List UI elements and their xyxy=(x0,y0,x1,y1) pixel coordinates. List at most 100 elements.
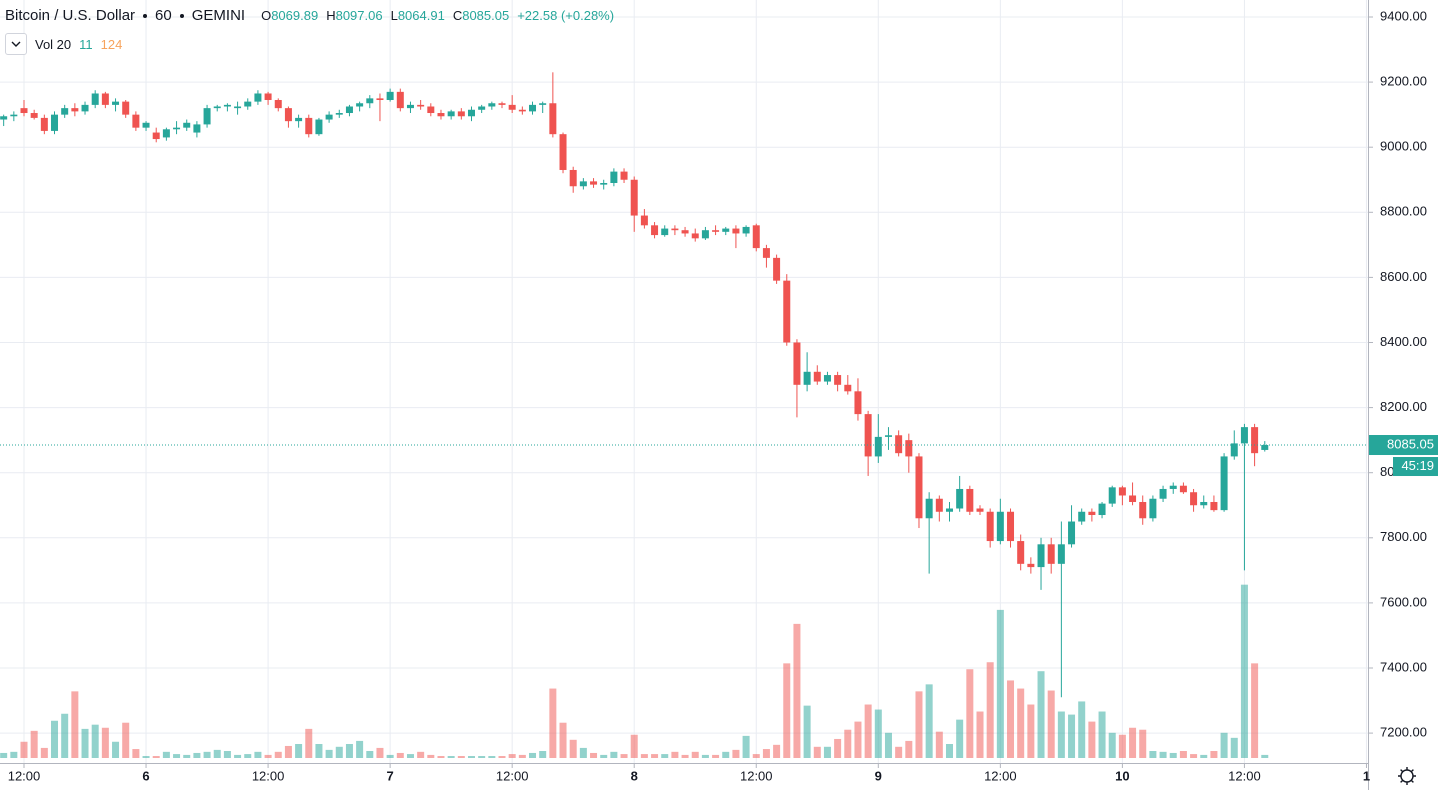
volume-bar xyxy=(1057,711,1065,758)
volume-bar xyxy=(1251,663,1259,758)
volume-bar xyxy=(305,728,313,758)
volume-bar xyxy=(752,754,760,758)
volume-bar xyxy=(1047,690,1055,758)
candle-body xyxy=(752,225,760,249)
candle-body xyxy=(630,179,638,216)
volume-ma: 124 xyxy=(100,36,123,52)
candle-body xyxy=(213,106,221,109)
candle-body xyxy=(376,98,384,100)
candle-body xyxy=(1108,487,1116,504)
y-tick-label: 7200.00 xyxy=(1380,725,1427,740)
volume-bar xyxy=(1108,732,1116,758)
candle-body xyxy=(783,280,791,343)
volume-bar xyxy=(223,751,231,758)
volume-bar xyxy=(478,756,486,758)
candle-body xyxy=(701,230,709,239)
candle-body xyxy=(762,248,770,258)
candle-body xyxy=(569,169,577,187)
candle-body xyxy=(274,99,282,109)
candle-body xyxy=(529,104,537,112)
volume-bar xyxy=(376,747,384,758)
volume-bar xyxy=(325,749,333,758)
candle-body xyxy=(742,226,750,234)
volume-bar xyxy=(488,756,496,758)
volume-bar xyxy=(10,751,18,758)
collapse-button[interactable] xyxy=(5,33,27,55)
candle-body xyxy=(874,436,882,457)
volume-bar xyxy=(244,754,252,758)
settings-icon[interactable] xyxy=(1398,767,1416,785)
candle-body xyxy=(966,488,974,512)
volume-bar xyxy=(213,749,221,758)
candle-body xyxy=(335,113,343,115)
gear-teeth xyxy=(1398,767,1416,785)
candle-body xyxy=(945,508,953,512)
volume-bar xyxy=(386,754,394,758)
ohlc-item: L8064.91 xyxy=(391,8,445,23)
volume-bar xyxy=(559,722,567,758)
candle-body xyxy=(640,215,648,226)
candle-body xyxy=(122,101,130,115)
x-tick-label: 12:00 xyxy=(984,768,1017,783)
candle-body xyxy=(1057,544,1065,564)
volume-bar xyxy=(813,746,821,758)
volume-bar xyxy=(152,756,160,758)
x-tick-label: 8 xyxy=(631,768,638,783)
candle-body xyxy=(1007,511,1015,542)
volume-bar xyxy=(51,720,59,758)
candle-body xyxy=(976,508,984,512)
volume-bar xyxy=(1200,754,1208,758)
y-tick-label: 9000.00 xyxy=(1380,139,1427,154)
candle-body xyxy=(386,91,394,100)
y-tick-label: 7600.00 xyxy=(1380,594,1427,609)
candle-body xyxy=(864,414,872,457)
ohlc-item: H8097.06 xyxy=(326,8,382,23)
volume-bar xyxy=(874,709,882,758)
candle-body xyxy=(671,228,679,231)
candle-body xyxy=(996,511,1004,542)
volume-bar xyxy=(315,744,323,758)
y-tick-label: 7800.00 xyxy=(1380,529,1427,544)
volume-bar xyxy=(956,719,964,758)
candle-body xyxy=(793,342,801,385)
volume-bar xyxy=(712,754,720,758)
volume-bar xyxy=(406,754,414,758)
candle-body xyxy=(447,111,455,117)
volume-bar xyxy=(1129,727,1137,758)
separator xyxy=(143,13,148,18)
candle-body xyxy=(1220,456,1228,511)
countdown: 45:19 xyxy=(1401,458,1434,473)
volume-bar xyxy=(803,705,811,758)
candle-body xyxy=(284,108,292,122)
candle-body xyxy=(732,228,740,234)
volume-bar xyxy=(518,754,526,758)
x-tick-label: 9 xyxy=(875,768,882,783)
volume-bar xyxy=(264,754,272,758)
volume-bar xyxy=(620,754,628,758)
candle-body xyxy=(844,384,852,392)
ohlc-legend: O8069.89 H8097.06 L8064.91 C8085.05 +22.58 (… xyxy=(261,8,614,23)
x-tick-label: 12:00 xyxy=(496,768,529,783)
volume-bar xyxy=(1068,714,1076,758)
candle-body xyxy=(854,391,862,415)
volume-bar xyxy=(539,751,547,758)
y-tick-label: 7400.00 xyxy=(1380,659,1427,674)
volume-indicator: Vol 20 xyxy=(35,36,72,52)
candle-body xyxy=(691,233,699,239)
y-tick-label: 8600.00 xyxy=(1380,269,1427,284)
price-label-box xyxy=(1369,435,1438,456)
volume-bar xyxy=(467,756,475,758)
volume-bar xyxy=(203,751,211,758)
candle-body xyxy=(1047,544,1055,564)
candle-body xyxy=(1118,487,1126,496)
candle-body xyxy=(417,104,425,107)
volume-bars xyxy=(0,584,1269,758)
volume-bar xyxy=(600,754,608,758)
volume-bar xyxy=(295,744,303,758)
candle-body xyxy=(1230,443,1238,457)
volume-bar xyxy=(722,751,730,758)
ohlc-value: 8097.06 xyxy=(335,8,383,23)
candle-body xyxy=(81,104,89,112)
volume-bar xyxy=(447,756,455,758)
